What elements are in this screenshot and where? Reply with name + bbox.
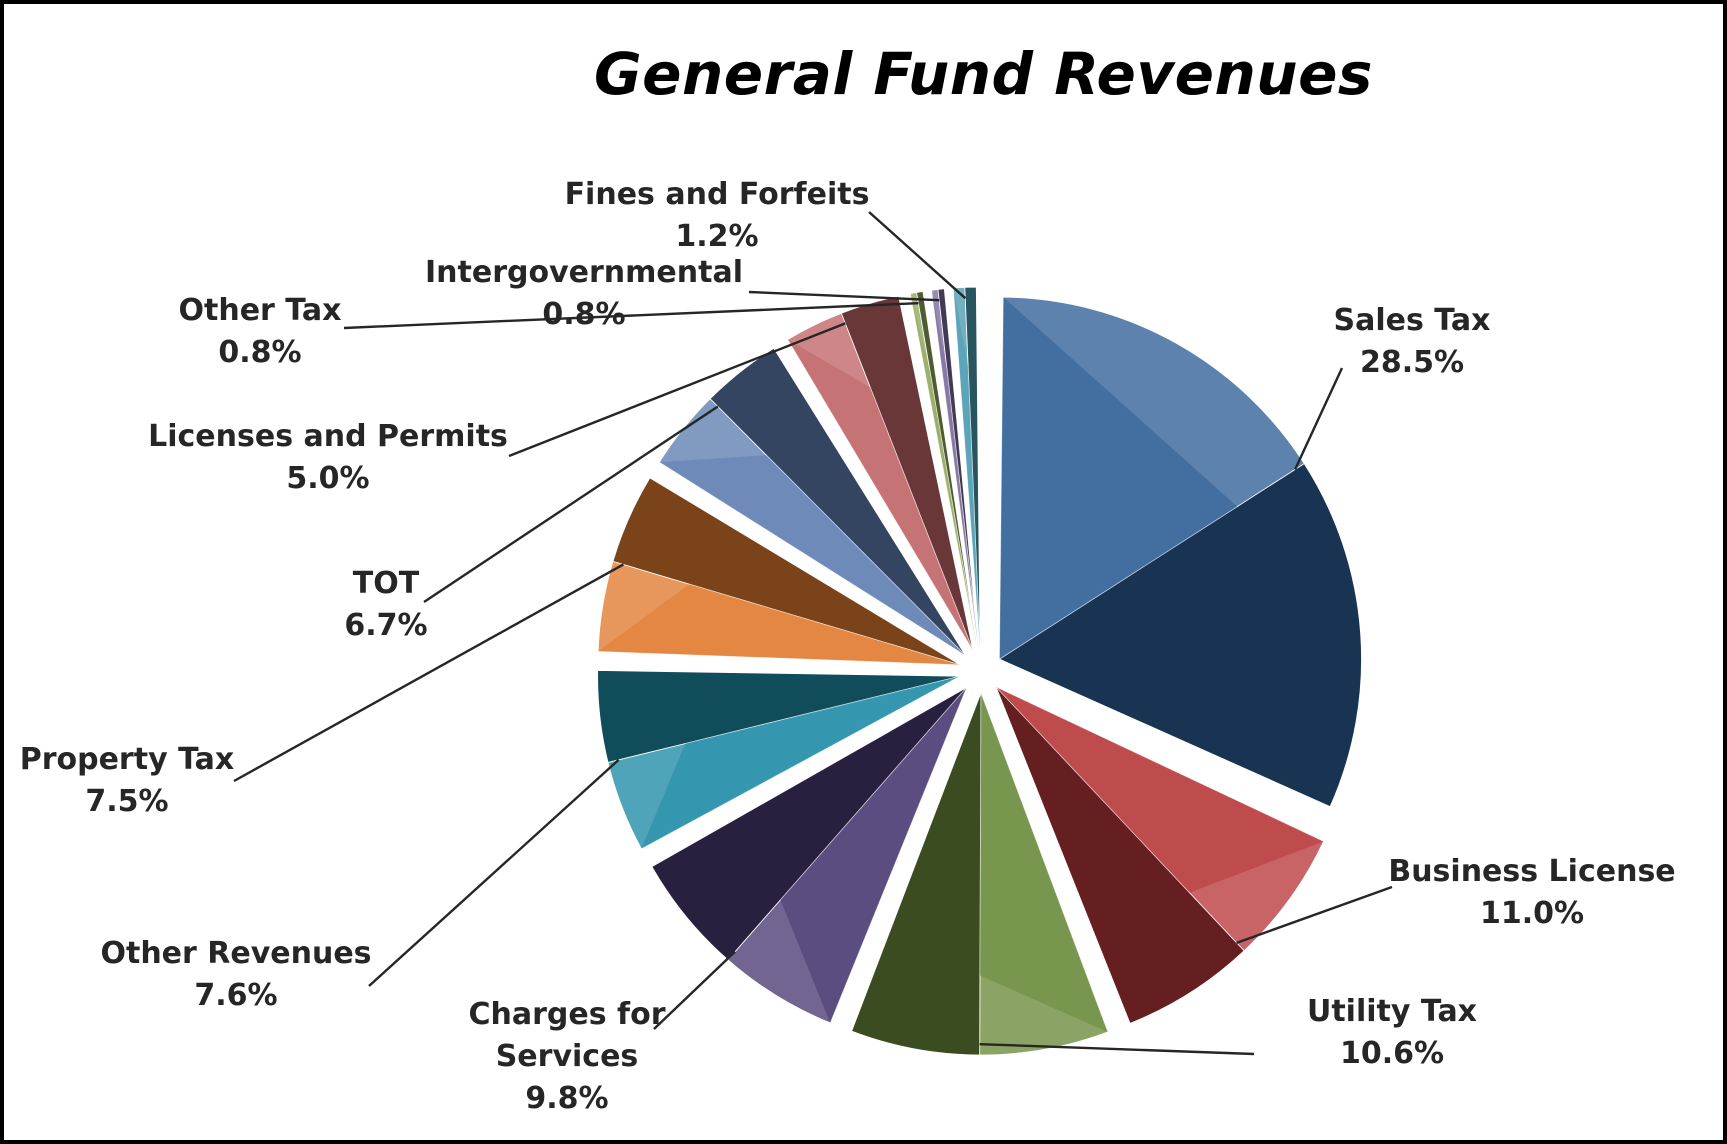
- pie-slice-10: [931, 288, 979, 650]
- leader-line: [423, 405, 719, 603]
- slice-label: Utility Tax 10.6%: [1307, 994, 1477, 1071]
- slice-facet-mid: [931, 290, 979, 650]
- slice-label: Fines and Forfeits 1.2%: [565, 177, 870, 254]
- slice-name: Business License: [1388, 854, 1675, 889]
- slice-facet-mid: [780, 687, 967, 1023]
- slice-label: Other Revenues 7.6%: [100, 936, 371, 1013]
- slice-name: Intergovernmental: [425, 255, 743, 290]
- slice-facet-mid: [999, 297, 1238, 660]
- slice-percent: 5.0%: [286, 461, 369, 496]
- slice-facet-dark: [851, 692, 982, 1056]
- pie-slice-11: [952, 286, 981, 650]
- slice-facet-dark: [612, 477, 961, 666]
- leader-line: [748, 290, 940, 302]
- slice-facet-dark: [995, 686, 1245, 1024]
- slice-name: Property Tax: [20, 742, 235, 777]
- pie-slice-9: [909, 290, 978, 650]
- slice-label: Sales Tax 28.5%: [1334, 303, 1491, 380]
- leader-line: [1293, 367, 1344, 471]
- slice-name: Sales Tax: [1334, 303, 1491, 338]
- slice-name: Other Revenues: [100, 936, 371, 971]
- slice-label: Intergovernmental 0.8%: [425, 255, 743, 332]
- slice-percent: 11.0%: [1480, 896, 1584, 931]
- pie-slice-8: [787, 295, 974, 651]
- slice-label: Business License 11.0%: [1388, 854, 1675, 931]
- slice-facet-mid: [979, 692, 1108, 1033]
- slice-percent: 6.7%: [344, 608, 427, 643]
- slice-percent: 0.8%: [218, 335, 301, 370]
- slice-name: Utility Tax: [1307, 994, 1477, 1029]
- pie-slice-1: [998, 296, 1362, 808]
- slice-label: TOT 6.7%: [344, 566, 427, 643]
- slice-facet-mid: [996, 687, 1324, 893]
- slice-facet-mid: [953, 288, 981, 650]
- pie-slice-4: [651, 687, 967, 1024]
- slice-facet-mid: [598, 584, 960, 665]
- slice-percent: 10.6%: [1340, 1036, 1444, 1071]
- slice-label: Other Tax 0.8%: [179, 293, 342, 370]
- slice-name: Other Tax: [179, 293, 342, 328]
- leader-line: [653, 950, 736, 1030]
- leader-line: [368, 758, 620, 987]
- pie-slice-3: [851, 692, 1109, 1056]
- slice-percent: 1.2%: [675, 219, 758, 254]
- slice-label: Property Tax 7.5%: [20, 742, 235, 819]
- slice-name: Fines and Forfeits: [565, 177, 870, 212]
- pie-chart: Sales Tax 28.5% Business License 11.0% Utili…: [20, 177, 1676, 1116]
- slice-facet-mid: [787, 339, 974, 651]
- slice-label: Licenses and Permits 5.0%: [148, 419, 508, 496]
- slice-facet-mid: [641, 676, 960, 849]
- slice-facet-dark: [597, 670, 960, 763]
- slice-facet-dark: [964, 286, 981, 650]
- pie-slice-2: [995, 686, 1325, 1024]
- slice-facet-dark: [916, 290, 978, 650]
- leader-line: [1236, 885, 1393, 944]
- slice-facet-dark: [998, 463, 1362, 808]
- slice-name: Charges for: [469, 997, 666, 1032]
- pie-slice-5: [597, 670, 960, 850]
- pie-slice-7: [658, 347, 966, 656]
- leader-line: [868, 211, 967, 300]
- leader-line: [508, 322, 846, 458]
- leader-line: [233, 563, 624, 783]
- leader-line: [979, 1042, 1255, 1056]
- slice-name: Services: [496, 1039, 639, 1074]
- slice-facet-dark: [709, 347, 966, 656]
- slice-percent: 9.8%: [525, 1081, 608, 1116]
- leader-line: [343, 301, 919, 330]
- slice-percent: 7.6%: [194, 978, 277, 1013]
- slice-percent: 7.5%: [85, 784, 168, 819]
- pie-slice-6: [597, 477, 961, 666]
- slice-facet-mid: [910, 293, 978, 650]
- slice-percent: 0.8%: [542, 297, 625, 332]
- slice-name: Licenses and Permits: [148, 419, 508, 454]
- chart-title: General Fund Revenues: [594, 40, 1373, 108]
- slice-percent: 28.5%: [1360, 345, 1464, 380]
- slice-label: Charges for Services 9.8%: [469, 997, 666, 1116]
- slice-facet-mid: [659, 455, 966, 656]
- slice-name: TOT: [353, 566, 420, 601]
- slice-facet-dark: [937, 288, 979, 650]
